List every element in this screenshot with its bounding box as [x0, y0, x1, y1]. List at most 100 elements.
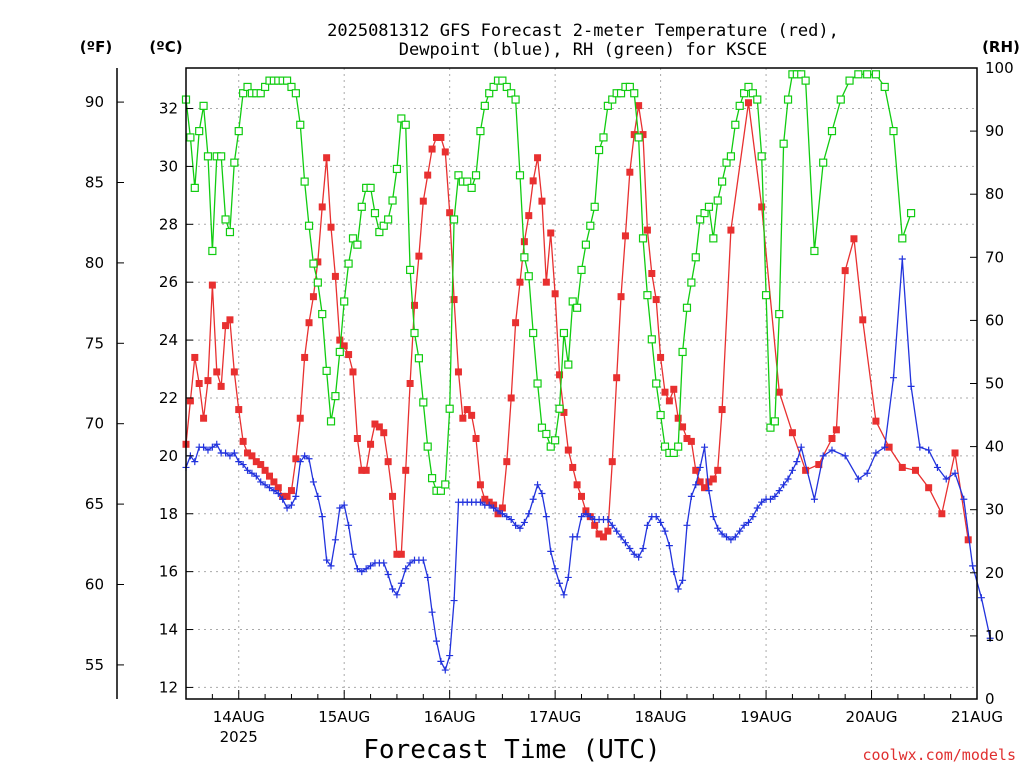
fahrenheit-tick-label: 65: [85, 495, 104, 513]
dewpoint-point: [740, 521, 748, 529]
x-tick-label: 18AUG: [635, 708, 687, 726]
dewpoint-point: [200, 443, 208, 451]
dewpoint-point: [309, 478, 317, 486]
temperature-point: [200, 414, 208, 422]
dewpoint-point: [652, 513, 660, 521]
dewpoint-point: [727, 536, 735, 544]
rh-point: [726, 152, 736, 161]
rh-point: [524, 272, 533, 281]
temperature-point: [358, 466, 366, 474]
celsius-tick-label: 32: [159, 100, 178, 118]
dewpoint-point: [586, 513, 594, 521]
temperature-point: [788, 429, 796, 437]
dewpoint-point: [916, 443, 924, 451]
temperature-point: [687, 437, 695, 445]
rh-point: [256, 89, 265, 98]
dewpoint-point: [960, 495, 968, 503]
dewpoint-point: [872, 449, 880, 457]
rh-point: [599, 133, 608, 142]
temperature-point: [626, 168, 634, 176]
temperature-point: [507, 394, 515, 402]
dewpoint-point: [235, 458, 243, 466]
dewpoint-point: [731, 533, 739, 541]
dewpoint-point: [744, 518, 752, 526]
temperature-point: [714, 466, 722, 474]
dewpoint-point: [367, 562, 375, 570]
dewpoint-point: [643, 521, 651, 529]
rh-point: [322, 366, 331, 375]
rh-point: [898, 234, 907, 243]
dewpoint-point: [828, 446, 836, 454]
dewpoint-point: [977, 594, 985, 602]
rh-point: [863, 70, 872, 79]
temperature-point: [964, 536, 972, 544]
temperature-point: [244, 449, 252, 457]
fahrenheit-tick-label: 75: [85, 334, 104, 352]
rh-tick-label: 10: [985, 627, 1004, 645]
rh-point: [225, 227, 235, 237]
rh-point: [511, 95, 520, 104]
x-axis-title: Forecast Time (UTC): [363, 735, 660, 765]
rh-point: [704, 202, 714, 211]
temperature-point: [744, 99, 752, 107]
fahrenheit-tick-label: 85: [85, 173, 104, 191]
rh-point: [282, 76, 292, 85]
temperature-point: [323, 154, 331, 162]
rh-point: [906, 209, 916, 218]
credit-text: coolwx.com/models: [862, 746, 1016, 764]
temperature-point: [437, 133, 445, 141]
dewpoint-point: [692, 481, 700, 489]
rh-point: [353, 240, 362, 249]
rh-tick-label: 60: [985, 311, 1004, 329]
temperature-point: [472, 434, 480, 442]
dewpoint-point: [933, 463, 941, 471]
temperature-point: [608, 458, 616, 466]
rh-point: [375, 227, 384, 237]
dewpoint-point: [608, 521, 616, 529]
temperature-point: [911, 466, 919, 474]
x-tick-label: 16AUG: [424, 708, 476, 726]
dewpoint-point: [630, 550, 638, 558]
rh-point: [221, 215, 230, 224]
rh-point: [889, 126, 898, 136]
temperature-point: [195, 380, 203, 387]
temperature-point: [657, 353, 665, 361]
dewpoint-point: [520, 518, 528, 526]
dewpoint-point: [674, 585, 682, 593]
rh-point: [652, 379, 661, 388]
dewpoint-point: [670, 568, 678, 576]
rh-point: [779, 139, 788, 148]
rh-point: [586, 221, 595, 230]
celsius-tick-label: 14: [159, 621, 178, 639]
rh-point: [647, 335, 656, 344]
temperature-point: [859, 316, 867, 324]
rh-point: [616, 89, 626, 98]
rh-point: [186, 133, 195, 142]
rh-point: [419, 398, 428, 407]
dewpoint-point: [257, 478, 265, 486]
chart-title-line2: Dewpoint (blue), RH (green) for KSCE: [399, 40, 767, 60]
temperature-point: [230, 368, 238, 376]
temperature-point: [375, 423, 383, 431]
dewpoint-point: [793, 458, 801, 466]
rh-point: [203, 152, 213, 161]
axes: 12 14 16 18 20 22 24 26 28 30 32 55 60 65 70 75 80 85 90 0 1…: [85, 59, 1014, 746]
temperature-point: [235, 406, 243, 414]
fahrenheit-tick-label: 70: [85, 415, 104, 433]
dewpoint-point: [406, 559, 414, 567]
dewpoint-point: [490, 504, 498, 512]
rh-point: [533, 379, 542, 388]
rh-tick-label: 0: [985, 690, 995, 708]
temperature-point: [775, 388, 783, 396]
dewpoint-point: [714, 524, 722, 532]
fahrenheit-tick-label: 60: [85, 576, 104, 594]
dewpoint-point: [327, 562, 335, 570]
fahrenheit-unit-label: (ºF): [80, 38, 112, 56]
rh-point: [551, 436, 560, 445]
rh-point: [476, 126, 485, 136]
temperature-point: [367, 440, 375, 448]
rh-point: [414, 354, 424, 363]
dewpoint-point: [639, 544, 647, 552]
rh-point: [581, 240, 590, 249]
rh-point: [423, 442, 432, 451]
